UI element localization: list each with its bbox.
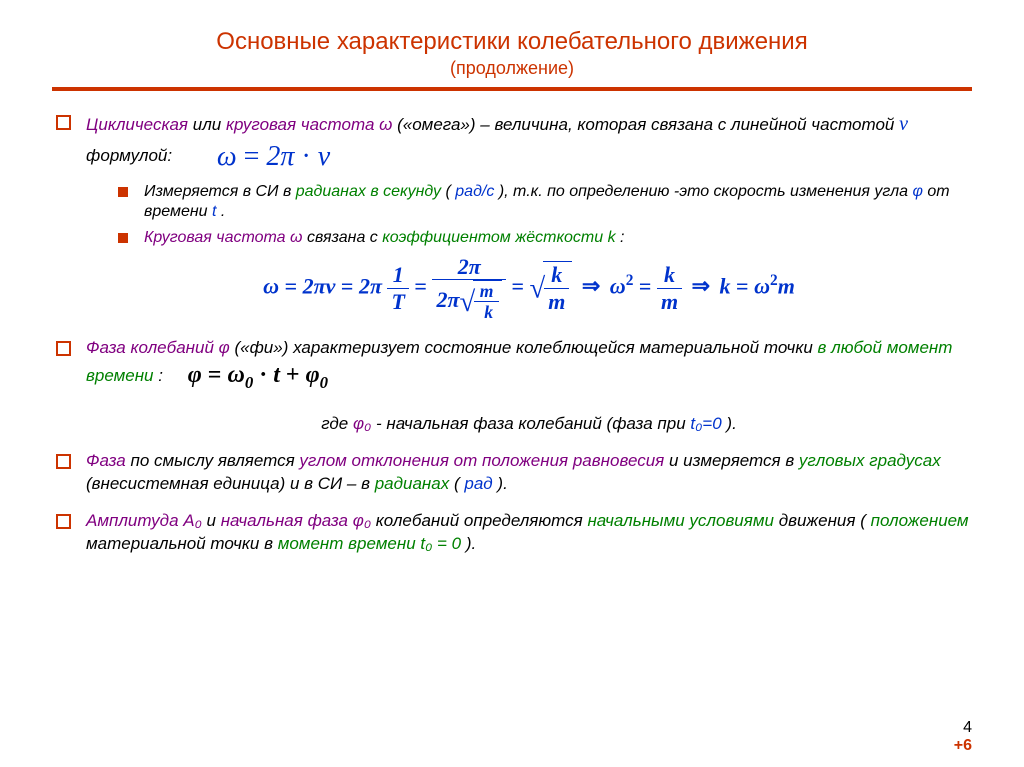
score: +6 [954,737,972,755]
text: Измеряется в СИ в [144,183,296,200]
bullet-amplitude: Амплитуда А₀ и начальная фаза φ₀ колебан… [52,510,972,556]
text: t [212,203,216,220]
slide-subtitle: (продолжение) [52,58,972,79]
text: φ [913,183,923,200]
text: положением [871,511,969,530]
text: где [321,414,353,433]
text: ). [466,534,476,553]
slide-title: Основные характеристики колебательного д… [52,28,972,56]
text: начальными условиями [587,511,774,530]
text: и [207,511,221,530]
text: Фаза [86,451,126,470]
text: : [158,367,163,386]
formula-omega-chain: ω = 2πν = 2π 1T = 2π2π√mk = √km ⇒ ω2 = k… [86,254,972,323]
text: Фаза колебаний φ [86,338,230,357]
text: Круговая частота ω [144,229,302,246]
bullet-phase: Фаза колебаний φ («фи») характеризует со… [52,337,972,436]
text: момент времени t₀ = 0 [278,534,461,553]
text: рад/с [455,183,494,200]
text: . [221,203,225,220]
text: ). [497,474,507,493]
text: связана с [307,229,382,246]
slide: Основные характеристики колебательного д… [0,0,1024,556]
text: φ₀ [353,414,371,433]
text: ), т.к. по определению -это скорость изм… [499,183,913,200]
text: круговая частота ω [226,115,392,134]
text: материальной точки в [86,534,278,553]
main-list: Циклическая или круговая частота ω («оме… [52,111,972,556]
text: начальная фаза φ₀ [221,511,371,530]
sub-stiffness: Круговая частота ω связана с коэффициент… [116,228,972,248]
text: радианах в секунду [296,183,441,200]
text: Циклическая [86,115,188,134]
text: - начальная фаза колебаний (фаза при [376,414,690,433]
footer: 4 +6 [954,719,972,755]
text: t₀=0 [690,414,721,433]
text: ( [446,183,451,200]
text: угловых градусах [799,451,941,470]
text: колебаний определяются [376,511,588,530]
text: и измеряется в [669,451,799,470]
sub-list: Измеряется в СИ в радианах в секунду ( р… [116,182,972,248]
page-number: 4 [954,719,972,737]
phase-note: где φ₀ - начальная фаза колебаний (фаза … [86,413,972,436]
text: (внесистемная единица) и в СИ – в [86,474,375,493]
formula-phase: φ = ω0 · t + φ0 [188,359,328,394]
text: по смыслу является [131,451,300,470]
formula-omega-2pi-nu: ω = 2π · ν [217,138,330,176]
text: Амплитуда А₀ [86,511,202,530]
sub-si-units: Измеряется в СИ в радианах в секунду ( р… [116,182,972,222]
text: ). [726,414,736,433]
text: формулой: [86,146,172,165]
text: : [620,229,624,246]
text: рад [464,474,492,493]
bullet-cyclic-frequency: Циклическая или круговая частота ω («оме… [52,111,972,323]
text: («фи») характеризует состояние колеблюще… [234,338,817,357]
text: углом отклонения от положения равновесия [299,451,664,470]
text: («омега») – величина, которая связана с … [397,115,899,134]
text: движения ( [779,511,866,530]
text: ( [454,474,460,493]
text: коэффициентом жёсткости k [382,229,615,246]
bullet-phase-angle: Фаза по смыслу является углом отклонения… [52,450,972,496]
nu-symbol: ν [899,113,908,135]
text: радианах [375,474,450,493]
text: или [193,115,226,134]
horizontal-rule [52,87,972,91]
